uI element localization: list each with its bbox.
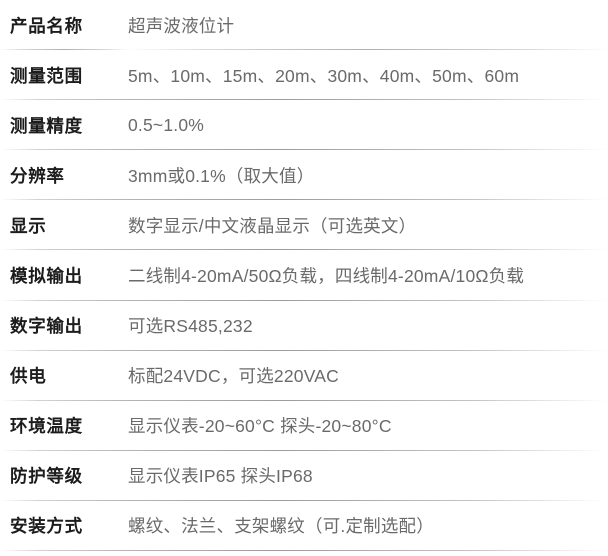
- spec-value: 超声波液位计: [128, 0, 608, 51]
- spec-label: 数字输出: [0, 301, 128, 351]
- table-row: 防护等级 显示仪表IP65 探头IP68: [0, 451, 608, 502]
- spec-value: 二线制4-20mA/50Ω负载，四线制4-20mA/10Ω负载: [128, 250, 608, 301]
- spec-label: 防护等级: [0, 451, 128, 502]
- table-row: 分辨率 3mm或0.1%（取大值）: [0, 150, 608, 201]
- spec-value: 0.5~1.0%: [128, 100, 608, 151]
- table-row: 测量精度 0.5~1.0%: [0, 100, 608, 151]
- table-row: 显示 数字显示/中文液晶显示（可选英文）: [0, 200, 608, 251]
- spec-label: 分辨率: [0, 150, 128, 201]
- spec-label: 测量精度: [0, 100, 128, 151]
- table-row: 安装方式 螺纹、法兰、支架螺纹（可.定制选配）: [0, 501, 608, 552]
- spec-label: 环境温度: [0, 401, 128, 451]
- spec-label: 安装方式: [0, 501, 128, 552]
- spec-label: 测量范围: [0, 50, 128, 101]
- spec-value: 标配24VDC，可选220VAC: [128, 351, 608, 401]
- spec-label: 供电: [0, 351, 128, 401]
- table-row: 产品名称 超声波液位计: [0, 0, 608, 51]
- spec-value: 可选RS485,232: [128, 301, 608, 351]
- spec-value: 显示仪表-20~60°C 探头-20~80°C: [128, 401, 608, 451]
- spec-value: 3mm或0.1%（取大值）: [128, 150, 608, 201]
- spec-value: 5m、10m、15m、20m、30m、40m、50m、60m: [128, 50, 608, 101]
- spec-value: 显示仪表IP65 探头IP68: [128, 451, 608, 502]
- spec-label: 产品名称: [0, 0, 128, 51]
- spec-label: 模拟输出: [0, 250, 128, 301]
- spec-label: 显示: [0, 200, 128, 251]
- spec-value: 螺纹、法兰、支架螺纹（可.定制选配）: [128, 501, 608, 552]
- table-row: 数字输出 可选RS485,232: [0, 301, 608, 351]
- table-row: 环境温度 显示仪表-20~60°C 探头-20~80°C: [0, 401, 608, 451]
- spec-value: 数字显示/中文液晶显示（可选英文）: [128, 200, 608, 251]
- table-row: 模拟输出 二线制4-20mA/50Ω负载，四线制4-20mA/10Ω负载: [0, 250, 608, 301]
- table-row: 供电 标配24VDC，可选220VAC: [0, 351, 608, 401]
- table-row: 测量范围 5m、10m、15m、20m、30m、40m、50m、60m: [0, 50, 608, 101]
